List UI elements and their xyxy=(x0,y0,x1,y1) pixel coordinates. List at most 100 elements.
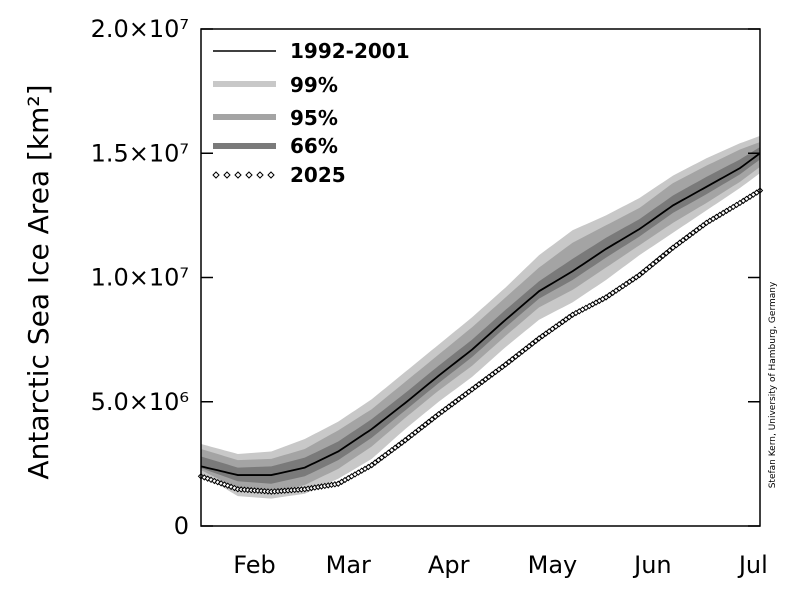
series-marker-2025 xyxy=(405,434,412,441)
series-marker-2025 xyxy=(509,356,516,363)
x-tick-label-apr: Apr xyxy=(428,551,470,579)
series-marker-2025 xyxy=(642,266,650,273)
legend-label-99: 99% xyxy=(290,73,338,97)
series-marker-2025 xyxy=(565,313,573,321)
x-tick-label-jun: Jun xyxy=(632,551,672,579)
confidence-bands xyxy=(201,135,760,499)
series-marker-2025 xyxy=(381,451,389,459)
series-marker-2025 xyxy=(559,318,566,326)
legend-diamond-marker xyxy=(212,171,220,179)
band-66-percent xyxy=(201,147,760,484)
series-marker-2025 xyxy=(699,222,707,229)
credit-text: Stefan Kern, University of Hamburg, Germ… xyxy=(768,281,778,488)
series-marker-2025 xyxy=(435,410,442,418)
series-marker-2025 xyxy=(666,247,673,254)
series-marker-2025 xyxy=(686,232,693,239)
series-marker-2025 xyxy=(485,373,493,381)
series-marker-2025 xyxy=(442,405,449,413)
series-marker-2025 xyxy=(659,252,667,260)
series-marker-2025 xyxy=(512,353,519,360)
series-marker-2025 xyxy=(489,371,496,378)
series-marker-2025 xyxy=(639,269,647,276)
series-marker-2025 xyxy=(388,447,396,454)
series-marker-2025 xyxy=(505,358,513,366)
series-marker-2025 xyxy=(395,442,402,449)
series-marker-2025 xyxy=(696,224,703,232)
y-tick-label: 2.0×10⁷ xyxy=(91,15,189,43)
series-marker-2025 xyxy=(458,393,466,400)
series-marker-2025 xyxy=(679,237,687,244)
series-markers xyxy=(197,187,764,495)
series-marker-2025 xyxy=(495,366,503,373)
series-marker-2025 xyxy=(653,258,660,265)
series-marker-2025 xyxy=(368,461,375,469)
series-marker-2025 xyxy=(401,437,409,444)
legend-label-95: 95% xyxy=(290,106,338,130)
x-tick-label-mar: Mar xyxy=(326,551,371,579)
series-marker-2025 xyxy=(468,386,476,393)
series-marker-2025 xyxy=(375,456,382,464)
series-marker-2025 xyxy=(465,388,472,396)
series-marker-2025 xyxy=(562,316,570,323)
series-marker-2025 xyxy=(412,429,419,436)
series-marker-2025 xyxy=(408,431,416,439)
series-marker-2025 xyxy=(519,348,526,355)
legend-diamond-marker xyxy=(223,171,231,179)
series-marker-2025 xyxy=(492,368,499,376)
band-95-percent xyxy=(201,142,760,493)
series-marker-2025 xyxy=(649,260,657,268)
legend-label-1992-2001: 1992-2001 xyxy=(290,39,410,63)
series-marker-2025 xyxy=(445,403,452,410)
series-marker-2025 xyxy=(646,263,653,271)
series-marker-2025 xyxy=(529,340,536,347)
series-marker-2025 xyxy=(689,229,697,236)
series-marker-2025 xyxy=(398,439,406,446)
series-marker-2025 xyxy=(455,396,462,403)
series-marker-2025 xyxy=(693,227,700,234)
series-marker-2025 xyxy=(432,413,439,420)
y-ticks: 0 5.0×10⁶ 1.0×10⁷ 1.5×10⁷ 2.0×10⁷ xyxy=(91,15,760,540)
series-line-1992-2001 xyxy=(200,152,761,476)
series-marker-2025 xyxy=(545,328,553,335)
y-tick-label: 1.0×10⁷ xyxy=(91,264,189,292)
y-tick-label: 0 xyxy=(174,512,189,540)
series-marker-2025 xyxy=(422,421,429,428)
legend-swatch-2025 xyxy=(212,171,275,179)
series-marker-2025 xyxy=(673,241,680,249)
x-tick-label-feb: Feb xyxy=(233,551,276,579)
y-tick-label: 1.5×10⁷ xyxy=(91,139,189,167)
series-marker-2025 xyxy=(425,418,432,426)
series-marker-2025 xyxy=(472,383,479,391)
series-marker-2025 xyxy=(482,376,489,383)
series-marker-2025 xyxy=(438,408,446,415)
series-lines xyxy=(200,152,761,476)
series-marker-2025 xyxy=(532,337,539,345)
series-marker-2025 xyxy=(636,271,643,279)
series-marker-2025 xyxy=(515,350,523,358)
y-tick-label: 5.0×10⁶ xyxy=(91,388,189,416)
series-marker-2025 xyxy=(499,363,506,371)
series-marker-2025 xyxy=(656,255,663,262)
series-marker-2025 xyxy=(428,416,436,423)
legend-diamond-marker xyxy=(256,171,264,179)
y-axis-title: Antarctic Sea Ice Area [km²] xyxy=(22,84,55,479)
series-marker-2025 xyxy=(418,424,426,431)
legend-label-66: 66% xyxy=(290,134,338,158)
series-marker-2025 xyxy=(462,391,469,398)
legend-diamond-marker xyxy=(234,171,242,179)
series-marker-2025 xyxy=(555,321,563,328)
series-marker-2025 xyxy=(676,239,683,246)
series-marker-2025 xyxy=(522,345,529,353)
series-marker-2025 xyxy=(525,343,533,350)
series-marker-2025 xyxy=(552,323,560,330)
series-marker-2025 xyxy=(378,454,385,461)
series-marker-2025 xyxy=(415,426,422,434)
x-tick-label-may: May xyxy=(528,551,578,579)
series-marker-2025 xyxy=(669,244,677,251)
legend: 1992-2001 99% 95% 66% 2025 xyxy=(212,39,410,187)
legend-diamond-marker xyxy=(267,171,275,179)
series-marker-2025 xyxy=(475,381,483,388)
series-marker-2025 xyxy=(385,449,392,456)
series-marker-2025 xyxy=(535,335,543,342)
